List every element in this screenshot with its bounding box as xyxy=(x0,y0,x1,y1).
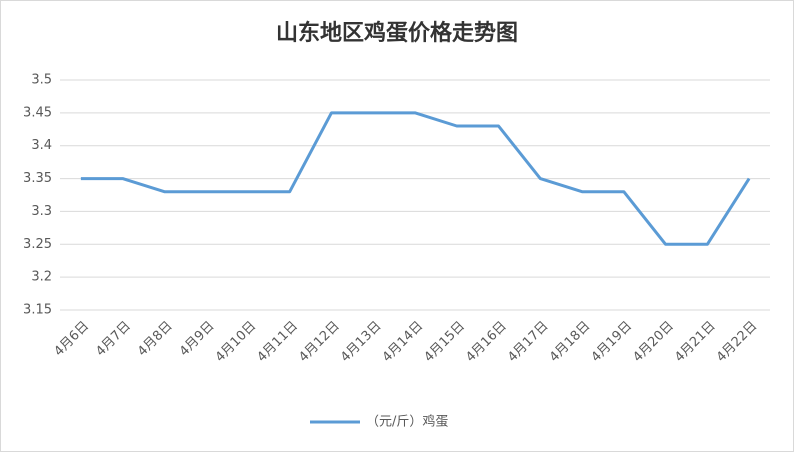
chart-title: 山东地区鸡蛋价格走势图 xyxy=(276,20,518,46)
y-tick-label: 3.35 xyxy=(23,171,52,186)
y-tick-label: 3.25 xyxy=(23,237,52,252)
y-tick-label: 3.15 xyxy=(23,303,52,318)
line xyxy=(80,111,751,246)
y-tick-label: 3.5 xyxy=(31,73,52,88)
y-tick-label: 3.45 xyxy=(23,105,52,120)
y-tick-label: 3.2 xyxy=(31,270,52,285)
y-tick-label: 3.3 xyxy=(31,204,52,219)
legend-label: （元/斤）鸡蛋 xyxy=(366,414,448,430)
y-tick-label: 3.4 xyxy=(31,138,52,153)
